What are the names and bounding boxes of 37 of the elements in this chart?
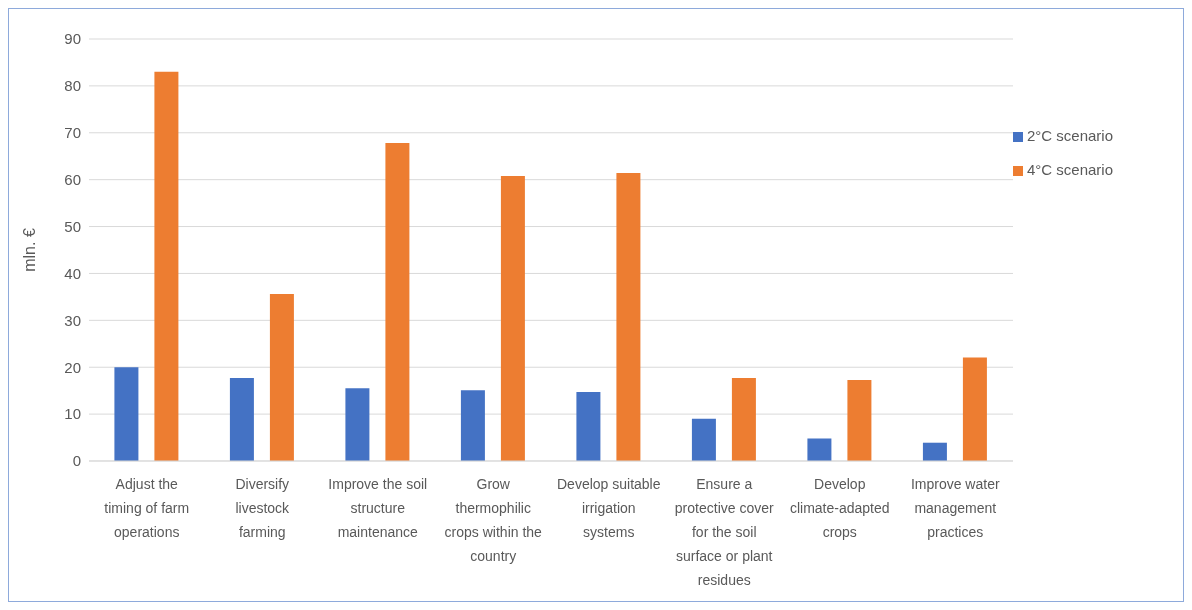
bar (731, 378, 756, 461)
y-tick-label: 40 (64, 264, 81, 282)
y-axis-title: mln. € (20, 228, 38, 272)
y-tick-label: 20 (64, 358, 81, 376)
bar (847, 379, 872, 461)
bar (962, 357, 987, 461)
x-tick-label: Develop suitable irrigation systems (556, 476, 661, 540)
x-tick-label: Adjust the timing of farm operations (104, 476, 190, 540)
x-tick-label: Grow thermophilic crops within the country (444, 476, 543, 564)
y-tick-label: 60 (64, 170, 81, 188)
bar (576, 392, 601, 461)
y-tick-label: 0 (72, 452, 81, 470)
bar (269, 294, 294, 461)
x-tick-label: Diversify livestock farming (235, 476, 291, 540)
y-tick-label: 30 (64, 311, 81, 329)
bar (154, 71, 179, 461)
legend-label: 4°C scenario (1027, 161, 1114, 178)
y-tick-label: 50 (64, 217, 81, 235)
bar (229, 378, 254, 461)
bar (114, 367, 139, 461)
y-tick-label: 80 (64, 77, 81, 95)
bar (691, 418, 716, 461)
bar (345, 388, 370, 461)
bar (922, 442, 947, 461)
x-tick-label: Improve water management practices (910, 476, 1000, 540)
legend-label: 2°C scenario (1027, 127, 1114, 144)
y-tick-label: 70 (64, 124, 81, 142)
y-tick-label: 10 (64, 405, 81, 423)
x-tick-label: Ensure a protective cover for the soil surface or plant residues (674, 476, 774, 588)
bar (500, 175, 525, 461)
x-tick-label: Improve the soil structure maintenance (328, 476, 428, 540)
bar (385, 143, 410, 461)
bar (460, 390, 485, 461)
bar (807, 438, 832, 461)
bar (616, 173, 641, 461)
y-tick-label: 90 (64, 30, 81, 48)
x-tick-label: Develop climate-adapted crops (789, 476, 890, 540)
